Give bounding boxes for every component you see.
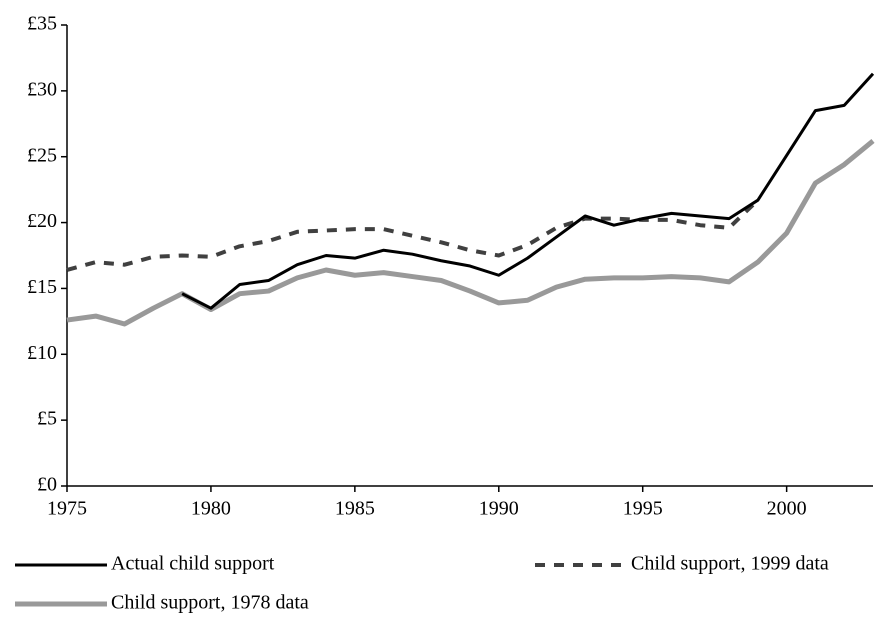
y-tick-label: £10 xyxy=(27,342,57,364)
y-tick-label: £30 xyxy=(27,78,57,100)
legend-label: Child support, 1978 data xyxy=(111,592,309,614)
y-tick-label: £5 xyxy=(37,408,57,430)
x-tick-label: 1980 xyxy=(191,498,231,520)
series-line xyxy=(66,198,760,272)
legend-label: Actual child support xyxy=(111,553,275,575)
legend-label: Child support, 1999 data xyxy=(631,553,829,575)
x-tick-label: 2000 xyxy=(767,498,807,520)
x-tick-label: 1985 xyxy=(335,498,375,520)
x-tick-label: 1990 xyxy=(479,498,519,520)
y-tick-label: £20 xyxy=(27,210,57,232)
y-tick-label: £15 xyxy=(27,276,57,298)
x-tick-label: 1975 xyxy=(47,498,87,520)
y-tick-label: £0 xyxy=(37,474,57,496)
y-tick-label: £35 xyxy=(27,13,57,35)
series-line xyxy=(181,72,875,310)
x-tick-label: 1995 xyxy=(623,498,663,520)
y-tick-label: £25 xyxy=(27,144,57,166)
